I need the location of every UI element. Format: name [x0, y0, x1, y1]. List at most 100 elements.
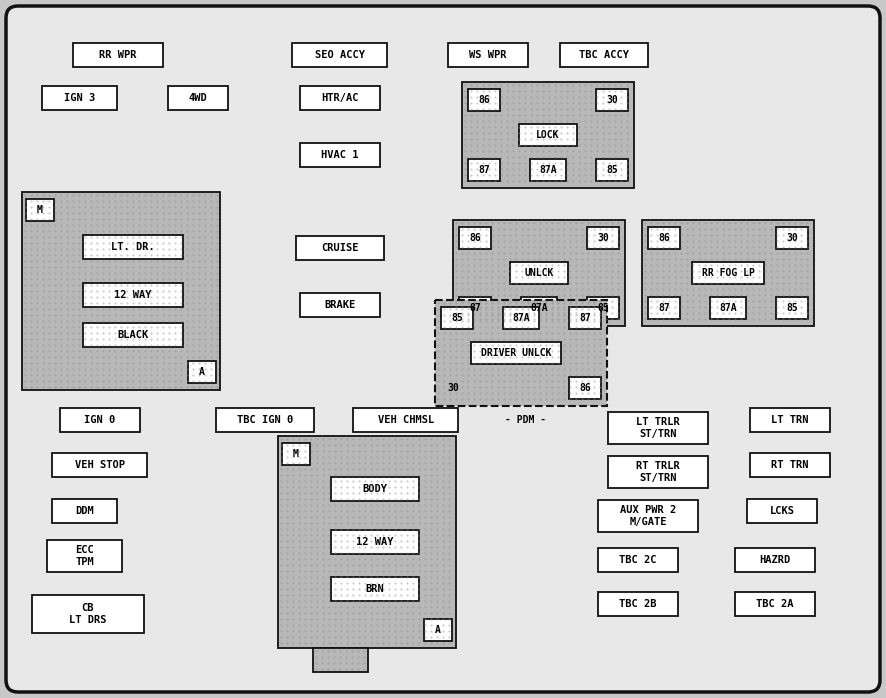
Bar [598, 592, 678, 616]
Bar [560, 43, 648, 67]
Bar [569, 307, 601, 329]
Text: 30: 30 [597, 233, 609, 243]
Bar [608, 412, 708, 444]
Bar [510, 262, 568, 284]
Text: HVAC 1: HVAC 1 [322, 150, 359, 160]
Bar [282, 443, 310, 465]
Text: BODY: BODY [362, 484, 387, 494]
Text: ECC
TPM: ECC TPM [75, 545, 95, 567]
Bar [22, 192, 220, 390]
Bar [292, 43, 387, 67]
Bar [52, 499, 118, 523]
Text: VEH CHMSL: VEH CHMSL [377, 415, 434, 425]
Text: 87: 87 [579, 313, 591, 323]
Bar [521, 297, 557, 319]
Bar [569, 377, 601, 399]
Bar [48, 540, 122, 572]
Text: LT. DR.: LT. DR. [111, 242, 155, 253]
Bar [424, 619, 452, 641]
Text: 30: 30 [786, 233, 798, 243]
Bar [296, 236, 384, 260]
Bar [692, 262, 764, 284]
Text: CRUISE: CRUISE [322, 243, 359, 253]
Bar [60, 408, 140, 432]
Text: LT TRLR
ST/TRN: LT TRLR ST/TRN [636, 417, 680, 439]
Text: AUX PWR 2
M/GATE: AUX PWR 2 M/GATE [620, 505, 676, 527]
Text: 12 WAY: 12 WAY [114, 290, 152, 300]
Bar [453, 220, 625, 326]
Text: RT TRN: RT TRN [771, 460, 809, 470]
Text: 87A: 87A [540, 165, 556, 175]
Text: M: M [37, 205, 43, 215]
Bar [441, 307, 473, 329]
Bar [710, 297, 746, 319]
Bar [596, 89, 628, 111]
Text: IGN 0: IGN 0 [84, 415, 116, 425]
Text: LT TRN: LT TRN [771, 415, 809, 425]
Bar [750, 453, 830, 477]
Text: 86: 86 [469, 233, 481, 243]
Bar [642, 220, 814, 326]
Bar [83, 322, 183, 347]
Text: 30: 30 [606, 95, 618, 105]
Text: CB
LT DRS: CB LT DRS [69, 603, 106, 625]
Bar [519, 124, 577, 146]
Text: SEO ACCY: SEO ACCY [315, 50, 365, 60]
Bar [648, 297, 680, 319]
Text: 87: 87 [478, 165, 490, 175]
Text: 30: 30 [447, 383, 459, 393]
Bar [598, 548, 678, 572]
Bar [331, 530, 419, 554]
Bar [503, 307, 539, 329]
Bar [331, 477, 419, 501]
Text: A: A [199, 367, 205, 377]
Text: 86: 86 [478, 95, 490, 105]
Bar [83, 235, 183, 260]
Bar [331, 577, 419, 601]
Bar [459, 227, 491, 249]
Bar [596, 159, 628, 181]
Text: 86: 86 [658, 233, 670, 243]
Bar [462, 82, 634, 188]
Text: DDM: DDM [75, 506, 95, 516]
Bar [750, 408, 830, 432]
Text: VEH STOP: VEH STOP [75, 460, 125, 470]
Bar [648, 227, 680, 249]
Bar [73, 43, 163, 67]
Bar [735, 592, 815, 616]
Text: DRIVER UNLCK: DRIVER UNLCK [481, 348, 551, 358]
Bar [354, 408, 458, 432]
Text: BLACK: BLACK [117, 329, 149, 339]
Text: 85: 85 [451, 313, 462, 323]
Text: TBC ACCY: TBC ACCY [579, 50, 629, 60]
Text: M: M [293, 449, 299, 459]
Bar [587, 297, 619, 319]
Text: 87: 87 [469, 303, 481, 313]
Bar [300, 86, 380, 110]
Text: - PDM -: - PDM - [505, 415, 547, 425]
Text: UNLCK: UNLCK [525, 268, 554, 278]
FancyBboxPatch shape [6, 6, 880, 692]
Text: A: A [435, 625, 441, 635]
Text: 87A: 87A [719, 303, 737, 313]
Bar [43, 86, 118, 110]
Text: RR WPR: RR WPR [99, 50, 136, 60]
Text: 87A: 87A [512, 313, 530, 323]
Text: HAZRD: HAZRD [759, 555, 790, 565]
Bar [776, 227, 808, 249]
Bar [52, 453, 147, 477]
Bar [278, 436, 456, 648]
Text: RT TRLR
ST/TRN: RT TRLR ST/TRN [636, 461, 680, 483]
Bar [448, 43, 528, 67]
Bar [608, 456, 708, 488]
Text: 87: 87 [658, 303, 670, 313]
Text: LCKS: LCKS [770, 506, 795, 516]
Text: IGN 3: IGN 3 [65, 93, 96, 103]
Bar [735, 548, 815, 572]
Text: 87A: 87A [530, 303, 548, 313]
Bar [747, 499, 817, 523]
Text: 85: 85 [606, 165, 618, 175]
Bar [300, 143, 380, 167]
Bar [168, 86, 228, 110]
Bar [435, 300, 607, 406]
